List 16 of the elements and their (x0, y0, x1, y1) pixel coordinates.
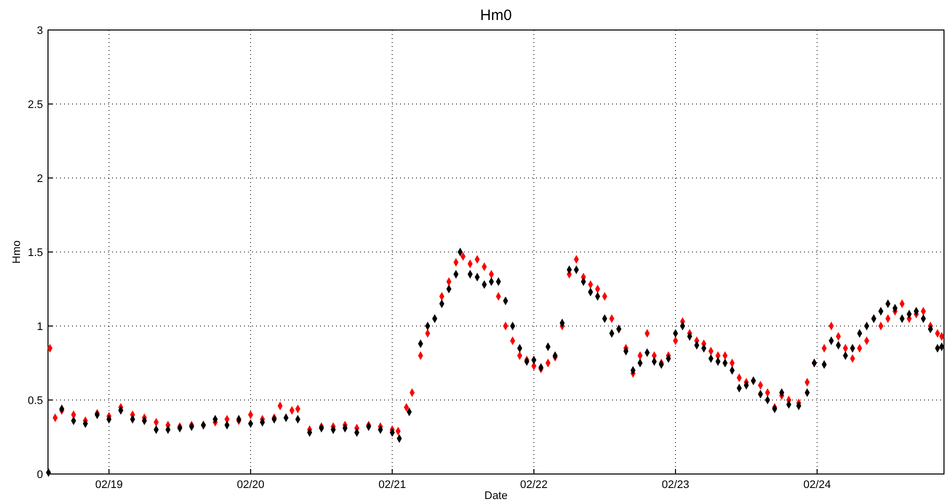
y-tick-label: 2 (36, 173, 43, 185)
x-tick-label: 02/21 (378, 479, 406, 491)
y-tick-label: 2.5 (28, 99, 43, 111)
x-tick-label: 02/23 (662, 479, 690, 491)
x-tick-label: 02/22 (520, 479, 548, 491)
y-axis-title: Hmo (11, 240, 23, 264)
x-axis-title: Date (484, 490, 508, 500)
y-tick-label: 1.5 (28, 247, 43, 259)
x-tick-label: 02/24 (803, 479, 831, 491)
y-tick-label: 3 (36, 25, 43, 37)
x-tick-label: 02/20 (236, 479, 264, 491)
y-tick-label: 1 (36, 321, 43, 333)
y-tick-label: 0.5 (28, 395, 43, 407)
chart-title: Hm0 (480, 7, 512, 24)
x-tick-label: 02/19 (95, 479, 123, 491)
y-tick-label: 0 (36, 469, 43, 481)
